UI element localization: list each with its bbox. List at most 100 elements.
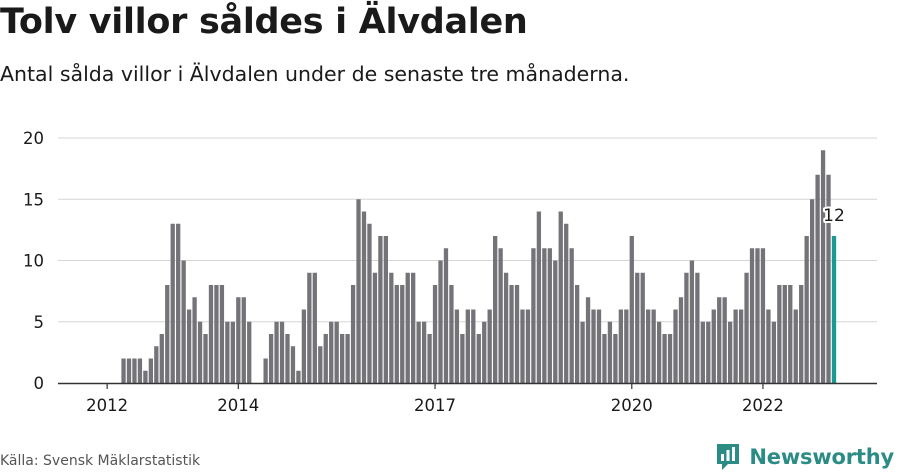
bar — [574, 285, 580, 383]
bar-chart: 0 5 10 15 20 2012 2014 2017 2020 2022 12 — [23, 129, 877, 415]
bar — [656, 321, 662, 383]
bar — [711, 309, 716, 383]
x-tick-label: 2022 — [742, 396, 784, 415]
x-axis — [58, 382, 877, 389]
bar — [804, 236, 809, 383]
bar — [629, 236, 634, 383]
bar — [520, 309, 525, 383]
bar — [126, 358, 132, 383]
bar — [405, 272, 410, 383]
x-tick-label: 2014 — [217, 396, 259, 415]
bar — [580, 321, 585, 383]
bar — [749, 248, 755, 383]
bar — [427, 334, 432, 383]
bar — [618, 309, 624, 383]
bar — [290, 346, 296, 383]
chart-subtitle: Antal sålda villor i Älvdalen under de s… — [0, 62, 630, 86]
bar — [170, 223, 175, 383]
bar — [788, 285, 793, 383]
bar — [460, 334, 465, 383]
bar — [662, 334, 667, 383]
bar — [673, 309, 678, 383]
bar — [400, 285, 405, 383]
bar — [558, 211, 563, 383]
bar — [154, 346, 159, 383]
bar — [820, 150, 826, 383]
bar — [356, 199, 361, 383]
bar — [684, 272, 689, 383]
bar — [263, 358, 268, 383]
bar — [285, 334, 290, 383]
bar — [695, 272, 700, 383]
bar — [602, 334, 607, 383]
bar — [826, 174, 831, 383]
bar — [635, 272, 640, 383]
bar — [799, 285, 804, 383]
bar — [159, 334, 164, 383]
bar — [591, 309, 596, 383]
bar — [181, 260, 186, 383]
x-axis-labels: 2012 2014 2017 2020 2022 — [86, 396, 784, 415]
x-tick-label: 2017 — [414, 396, 456, 415]
bar — [482, 321, 487, 383]
bar — [247, 321, 252, 383]
bar — [487, 309, 492, 383]
x-tick-label: 2020 — [611, 396, 653, 415]
bar — [208, 285, 214, 383]
bar — [132, 358, 137, 383]
bar — [542, 248, 547, 383]
bar — [553, 260, 558, 383]
bar-highlight — [831, 236, 837, 383]
bar — [514, 285, 520, 383]
bar — [318, 346, 323, 383]
bar — [585, 297, 591, 383]
bar — [651, 309, 656, 383]
brand-logo[interactable]: Newsworthy — [715, 442, 894, 472]
bar — [274, 321, 279, 383]
bar — [268, 334, 274, 383]
bar — [782, 285, 787, 383]
brand-name: Newsworthy — [749, 445, 894, 469]
bar — [148, 358, 154, 383]
bar — [230, 321, 235, 383]
bar — [137, 358, 143, 383]
bar — [646, 309, 651, 383]
y-tick-label: 20 — [23, 129, 44, 148]
bar — [760, 248, 766, 383]
bar — [706, 321, 711, 383]
y-tick-label: 15 — [23, 190, 44, 209]
bar — [192, 297, 197, 383]
bar — [596, 309, 602, 383]
bar — [717, 297, 722, 383]
bar — [531, 248, 536, 383]
chart-title: Tolv villor såldes i Älvdalen — [0, 2, 528, 42]
bar — [176, 223, 181, 383]
bar — [214, 285, 219, 383]
bar — [165, 285, 170, 383]
x-tick-label: 2012 — [86, 396, 128, 415]
bar — [454, 309, 460, 383]
bar — [334, 321, 339, 383]
bar — [350, 285, 356, 383]
bar — [241, 297, 246, 383]
bar — [411, 272, 416, 383]
bar — [755, 248, 760, 383]
bar — [296, 370, 301, 383]
bar — [143, 370, 148, 383]
bar — [312, 272, 317, 383]
bar — [438, 260, 443, 383]
bar — [613, 334, 618, 383]
bar — [678, 297, 684, 383]
bar — [323, 334, 328, 383]
bar — [389, 272, 394, 383]
bar — [225, 321, 230, 383]
bar — [307, 272, 312, 383]
bar — [815, 174, 820, 383]
bar — [624, 309, 629, 383]
bar — [432, 285, 438, 383]
bar — [465, 309, 470, 383]
bar — [421, 321, 427, 383]
bar — [345, 334, 350, 383]
source-note: Källa: Svensk Mäklarstatistik — [0, 453, 201, 469]
bar — [383, 236, 389, 383]
